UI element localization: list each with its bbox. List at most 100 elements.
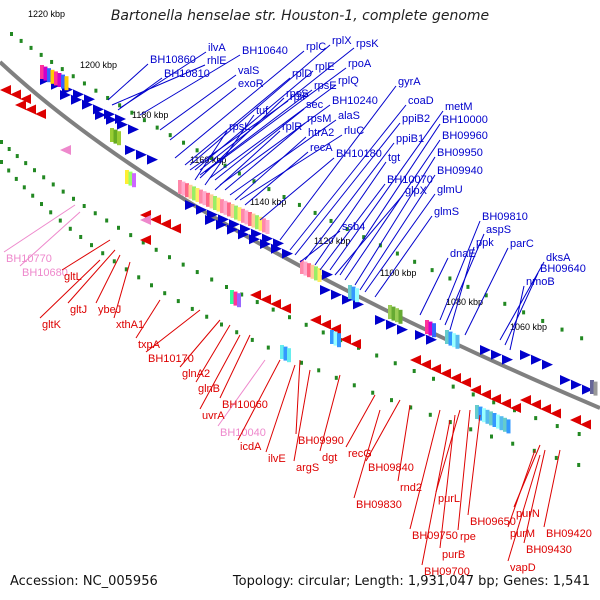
coord-dot: [448, 276, 452, 281]
forward-gene-leader-bh09810: [439, 220, 481, 321]
coord-dot: [93, 211, 97, 216]
forward-gene-arrow: [95, 110, 106, 120]
reverse-gene-leader-gltk: [39, 259, 101, 319]
reverse-gene-label-bh09650: BH09650: [470, 516, 516, 528]
forward-gene-arrow: [147, 154, 158, 165]
forward-gene-arrow: [282, 248, 293, 259]
coord-dot: [118, 103, 122, 108]
coord-dot: [40, 202, 43, 207]
reverse-gene-arrow: [25, 104, 36, 115]
forward-gene-label-bh10810: BH10810: [164, 68, 210, 80]
coord-dot: [124, 267, 128, 272]
forward-gene-label-asps: aspS: [486, 224, 511, 236]
kbp-tick-1100-kbp: 1100 kbp: [380, 268, 416, 278]
reverse-gene-arrow: [460, 377, 471, 388]
coord-dot: [225, 285, 228, 289]
coord-dot: [14, 176, 18, 181]
forward-gene-label-rpoa: rpoA: [348, 58, 372, 70]
coord-dot: [90, 243, 93, 248]
coord-dot: [209, 155, 213, 160]
coord-dot: [130, 110, 134, 115]
forward-gene-label-rhle: rhlE: [207, 55, 227, 67]
kbp-tick-1080-kbp: 1080 kbp: [446, 297, 483, 307]
reverse-gene-leader-txpa: [135, 299, 161, 339]
coord-dot: [61, 189, 65, 194]
gene-block: [50, 69, 55, 84]
forward-gene-arrow: [60, 90, 71, 100]
forward-gene-leader-rpss: [199, 97, 285, 179]
coord-dot: [190, 306, 194, 311]
coord-dot: [448, 420, 452, 425]
coord-dot: [511, 441, 515, 446]
reverse-gene-leader-bh10170: [145, 309, 201, 353]
forward-gene-arrow: [520, 350, 531, 360]
forward-gene-leader-ppk: [449, 246, 475, 331]
coord-dot: [288, 315, 291, 320]
kbp-tick-1140-kbp: 1140 kbp: [250, 197, 286, 207]
coord-dot: [466, 284, 470, 289]
gene-block: [188, 184, 193, 199]
coord-dot: [266, 345, 270, 350]
coord-dot: [168, 133, 172, 138]
forward-gene-leader-glms: [374, 215, 433, 298]
coord-dot: [345, 227, 349, 232]
topology-text: Topology: circular; Length: 1,931,047 bp…: [232, 574, 590, 589]
coord-dot: [267, 187, 271, 192]
reverse-gene-leader-icda: [237, 359, 281, 441]
coord-dot: [313, 210, 317, 215]
forward-gene-arrow: [106, 114, 117, 125]
reverse-gene-label-bh10170: BH10170: [148, 353, 194, 365]
gene-block: [388, 305, 392, 319]
gene-block: [482, 408, 486, 423]
forward-gene-leader-dnae: [419, 257, 449, 316]
reverse-gene-label-bh09990: BH09990: [298, 435, 344, 447]
coord-dot: [541, 318, 545, 323]
forward-gene-arrow: [271, 243, 282, 254]
forward-gene-arrow: [84, 94, 95, 105]
gene-block: [590, 380, 594, 394]
coord-dot: [375, 353, 379, 358]
forward-gene-leader-ppib2: [294, 122, 401, 256]
gene-block: [499, 416, 504, 431]
accession-text: Accession: NC_005956: [10, 574, 158, 589]
gene-block: [244, 210, 249, 225]
forward-gene-leader-coad: [289, 104, 407, 251]
coord-dot: [428, 412, 432, 417]
coord-dot: [205, 314, 209, 319]
forward-gene-leader-bh09940: [359, 174, 436, 291]
forward-gene-leader-bh09950: [354, 156, 436, 286]
map-title: Bartonella henselae str. Houston-1, comp…: [110, 8, 490, 24]
gene-block: [255, 215, 259, 230]
forward-gene-leader-ppib1: [304, 142, 395, 261]
gene-block: [303, 261, 308, 276]
coord-dot: [352, 383, 356, 388]
gene-block: [287, 348, 291, 363]
forward-gene-label-rpse: rpsE: [314, 80, 337, 92]
forward-gene-label-nmob: nmoB: [526, 276, 555, 288]
forward-gene-label-rpsk: rpsK: [356, 38, 379, 50]
gene-block: [195, 188, 200, 202]
reverse-gene-label-purm: purM: [510, 528, 535, 540]
forward-gene-leader-rpsm: [224, 122, 306, 191]
forward-gene-arrow: [375, 315, 386, 325]
gene-block: [192, 186, 196, 201]
coord-dot: [82, 204, 86, 209]
forward-gene-label-alas: alaS: [338, 110, 360, 122]
reverse-gene-leader-bh09750: [409, 409, 441, 530]
forward-gene-arrow: [249, 234, 260, 245]
gene-block: [40, 65, 44, 79]
coord-dot: [15, 154, 19, 159]
reverse-gene-arrow: [350, 339, 361, 349]
forward-gene-label-ppib2: ppiB2: [402, 113, 430, 125]
forward-gene-label-rplq: rplQ: [338, 75, 359, 87]
coord-dot: [413, 259, 417, 264]
coord-dot: [362, 235, 366, 240]
forward-gene-label-ppib1: ppiB1: [396, 133, 424, 145]
reverse-gene-arrow: [140, 235, 151, 245]
coord-dot: [577, 462, 581, 467]
coord-dot: [39, 52, 43, 57]
coord-dot: [237, 171, 241, 176]
coord-dot: [522, 310, 526, 315]
gene-block: [125, 170, 129, 184]
